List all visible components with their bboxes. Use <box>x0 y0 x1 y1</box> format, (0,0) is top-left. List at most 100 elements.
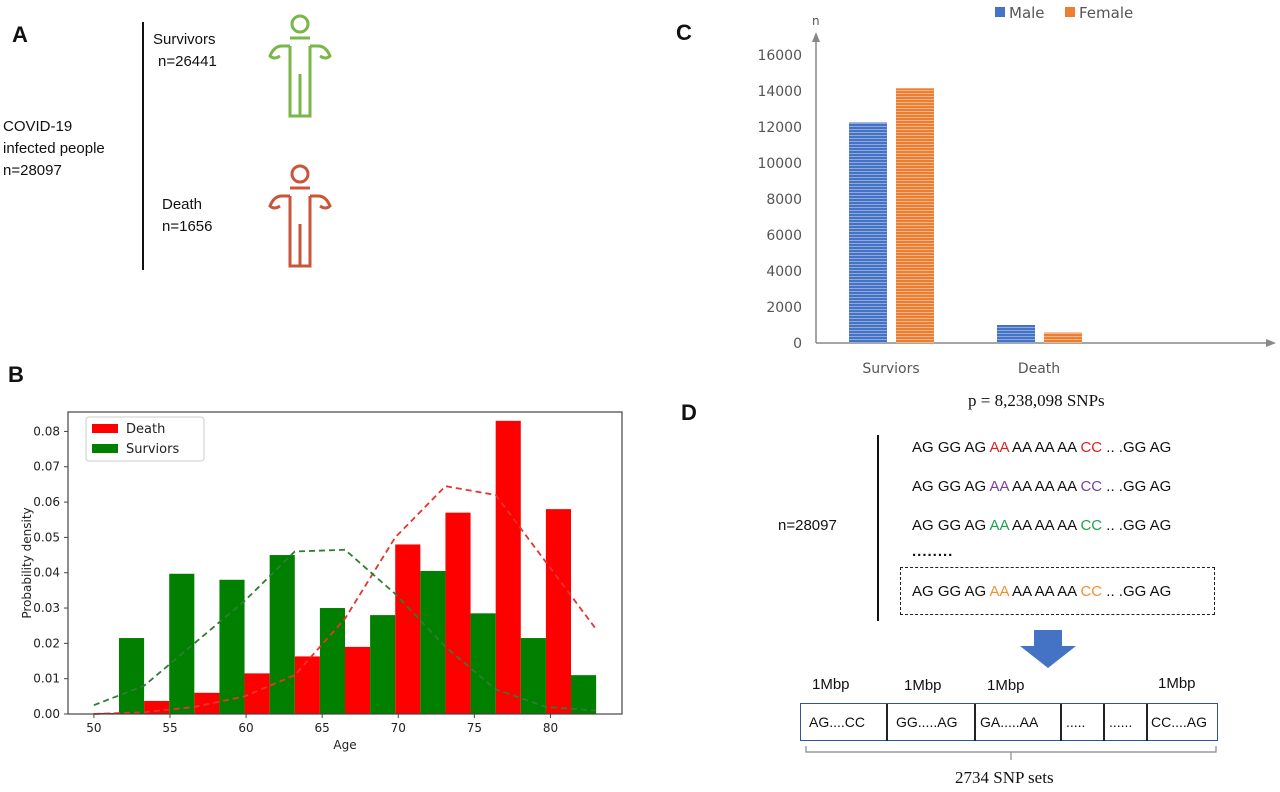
y-tick-label: 0.04 <box>33 566 60 580</box>
genotype-row: AG GG AG AA AA AA AA CC .. .GG AG <box>912 439 1171 456</box>
block-size-label: 1Mbp <box>1158 675 1196 692</box>
histogram-bar-surviors <box>319 608 345 714</box>
genotype-text: AG GG AG <box>912 583 990 600</box>
x-tick-label: 50 <box>86 721 101 735</box>
x-tick-label: 60 <box>238 721 253 735</box>
genotype-text: AA AA AA <box>1008 517 1081 534</box>
genotype-text: .. .GG AG <box>1102 517 1172 534</box>
y-tick-label: 2000 <box>766 300 802 316</box>
histogram-bar-death <box>395 544 421 714</box>
legend-swatch <box>92 444 118 453</box>
histogram-bar-surviors <box>269 555 295 714</box>
x-tick-label: 65 <box>315 721 330 735</box>
population-line: n=28097 <box>3 162 62 179</box>
histogram-bar-surviors <box>470 613 496 714</box>
snp-block: ...... <box>1105 704 1148 741</box>
histogram-bar-surviors <box>370 615 396 714</box>
genotype-text: .. .GG AG <box>1102 439 1172 456</box>
bar-male <box>997 325 1035 343</box>
genotype-row: AG GG AG AA AA AA AA CC .. .GG AG <box>912 478 1171 495</box>
y-tick-label: 8000 <box>766 192 802 208</box>
snp-count-text: p = 8,238,098 SNPs <box>968 391 1105 410</box>
x-tick-label: 55 <box>162 721 177 735</box>
histogram-bar-death <box>495 420 521 714</box>
legend-swatch <box>92 424 118 433</box>
highlighted-genotype: CC <box>1080 439 1103 456</box>
highlighted-genotype: CC <box>1080 583 1103 600</box>
block-size-label: 1Mbp <box>812 676 850 693</box>
y-tick-label: 0 <box>793 336 802 352</box>
genotype-row: AG GG AG AA AA AA AA CC .. .GG AG <box>912 517 1171 534</box>
population-line: infected people <box>3 140 105 157</box>
genotype-text: .. .GG AG <box>1102 583 1172 600</box>
histogram-bar-death <box>244 673 270 714</box>
population-label: COVID-19 infected people n=28097 <box>3 116 105 182</box>
y-tick-label: 0.05 <box>33 530 60 544</box>
death-label: Death <box>162 196 203 213</box>
histogram-bar-death <box>445 512 471 714</box>
sample-count: n=28097 <box>778 517 837 534</box>
histogram-chart: 0.00 0.01 0.02 0.03 0.04 0.05 0.06 0.07 0.08 50 55… <box>20 411 623 752</box>
population-line: COVID-19 <box>3 118 73 135</box>
legend-label: Surviors <box>126 442 179 457</box>
legend-label: Female <box>1079 4 1133 22</box>
highlight-box <box>900 567 1215 615</box>
divider <box>877 435 879 621</box>
highlighted-genotype: CC <box>1080 517 1103 534</box>
snp-count: p = 8,238,098 SNPs <box>968 391 1105 411</box>
y-tick-label: 0.02 <box>33 636 60 650</box>
y-tick-label: 14000 <box>757 84 802 100</box>
legend-swatch <box>995 7 1005 17</box>
y-tick-label: 6000 <box>766 228 802 244</box>
density-curve-death <box>93 485 597 715</box>
snp-sets-label: 2734 SNP sets <box>955 768 1054 787</box>
y-tick-label: 4000 <box>766 264 802 280</box>
histogram-bar-surviors <box>118 638 145 714</box>
y-tick-label: 10000 <box>757 156 802 172</box>
snp-block: ..... <box>1062 704 1105 741</box>
block-size-label: 1Mbp <box>987 677 1025 694</box>
genotype-text: AA AA AA <box>1008 439 1081 456</box>
x-tick-label: 75 <box>467 721 482 735</box>
histogram-bar-death <box>345 646 371 714</box>
genotype-row: AG GG AG AA AA AA AA CC .. .GG AG <box>912 583 1171 600</box>
snp-block: GG.....AG <box>888 704 976 741</box>
highlighted-genotype: AA <box>989 517 1009 534</box>
survivors-count: n=26441 <box>158 53 217 70</box>
y-tick-label: 0.00 <box>33 707 60 721</box>
person-icon-death <box>268 164 332 268</box>
histogram-bar-surviors <box>420 570 446 714</box>
snp-block: AG....CC <box>801 704 888 741</box>
x-tick-label: 70 <box>391 721 406 735</box>
histogram-bar-surviors <box>520 638 546 714</box>
x-axis-label: Age <box>333 738 356 752</box>
genotype-text: .. .GG AG <box>1102 478 1172 495</box>
y-axis-label: Probability density <box>20 507 34 618</box>
histogram-bar-death <box>294 656 320 714</box>
bar-male <box>849 122 887 343</box>
death-count: n=1656 <box>162 218 213 235</box>
y-axis-arrow-icon <box>812 32 820 42</box>
person-icon-survivor <box>268 14 332 118</box>
y-tick-label: 16000 <box>757 48 802 64</box>
histogram-bar-surviors <box>571 675 597 714</box>
survivors-label: Survivors <box>153 31 216 48</box>
highlighted-genotype: AA <box>989 583 1009 600</box>
histogram-bar-death <box>144 700 170 714</box>
x-axis-arrow-icon <box>1266 339 1276 347</box>
ellipsis: ........ <box>912 543 954 560</box>
highlighted-genotype: CC <box>1080 478 1103 495</box>
genotype-text: AG GG AG <box>912 439 990 456</box>
y-tick-label: 0.06 <box>33 495 60 509</box>
y-tick-label: 0.03 <box>33 601 60 615</box>
genotype-text: AA AA AA <box>1008 478 1081 495</box>
snp-block: GA.....AA <box>976 704 1062 741</box>
snp-block-strip <box>800 703 1218 741</box>
genotype-text: AG GG AG <box>912 517 990 534</box>
x-tick-label: Death <box>1018 361 1060 377</box>
bar-female <box>1044 332 1082 343</box>
divider <box>142 22 144 270</box>
x-tick-label: 80 <box>543 721 558 735</box>
bar-female <box>896 88 934 343</box>
